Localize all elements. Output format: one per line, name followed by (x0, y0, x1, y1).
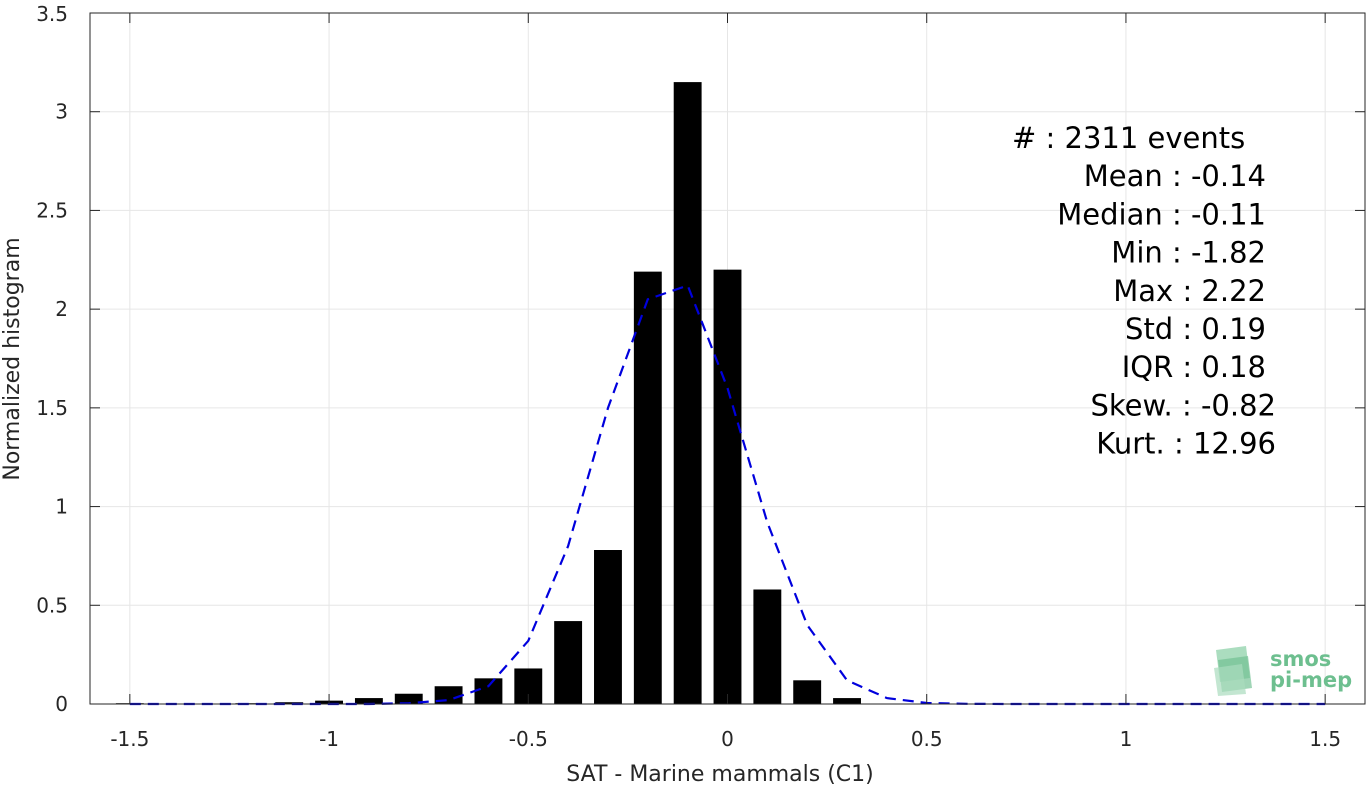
y-tick-label-6: 3 (55, 100, 68, 124)
histogram-bar-7 (394, 693, 423, 704)
histogram-bar-11 (554, 621, 583, 704)
logo-text-smos: smos (1270, 647, 1331, 671)
stats-line-4: Max : 2.22 (1113, 274, 1266, 308)
y-tick-label-2: 1 (55, 495, 68, 519)
stats-line-3: Min : -1.82 (1111, 236, 1266, 270)
y-tick-labels: 0 0.5 1 1.5 2 2.5 3 3.5 (36, 2, 68, 716)
x-axis-label: SAT - Marine mammals (C1) (566, 762, 874, 785)
stats-line-2: Median : -0.11 (1057, 197, 1266, 231)
histogram-bar-12 (594, 550, 622, 704)
y-tick-label-3: 1.5 (36, 396, 68, 420)
x-tick-label-4: 0.5 (911, 727, 943, 751)
x-tick-label-1: -1 (319, 727, 339, 751)
histogram-bar-16 (753, 589, 782, 704)
histogram-bars (115, 82, 861, 705)
histogram-bar-13 (633, 271, 662, 704)
y-tick-label-0: 0 (55, 692, 68, 716)
x-tick-label-2: -0.5 (509, 727, 548, 751)
histogram-bar-14 (673, 82, 702, 705)
histogram-bar-6 (354, 698, 383, 704)
histogram-bar-9 (474, 678, 503, 704)
y-axis-label: Normalized histogram (0, 237, 25, 480)
logo-text-pimep: pi-mep (1270, 668, 1352, 692)
stats-line-1: Mean : -0.14 (1084, 159, 1266, 193)
y-tick-label-5: 2.5 (36, 198, 68, 222)
x-tick-label-0: -1.5 (110, 727, 149, 751)
grid-lines (90, 12, 1365, 705)
logo-layers-icon-3 (1214, 664, 1246, 696)
stats-line-5: Std : 0.19 (1125, 312, 1266, 346)
histogram-bar-4 (275, 702, 304, 704)
axis-ticks (90, 12, 1365, 705)
y-tick-label-4: 2 (55, 297, 68, 321)
x-tick-label-6: 1.5 (1309, 727, 1341, 751)
stats-line-7: Skew. : -0.82 (1090, 388, 1276, 422)
stats-line-8: Kurt. : 12.96 (1096, 427, 1276, 461)
histogram-bar-15 (713, 269, 742, 704)
x-tick-label-3: 0 (721, 727, 734, 751)
statistics-box: # : 2311 events Mean : -0.14 Median : -0.1… (1012, 121, 1276, 461)
y-tick-label-7: 3.5 (36, 2, 68, 26)
y-tick-label-1: 0.5 (36, 593, 68, 617)
stats-line-6: IQR : 0.18 (1122, 350, 1266, 384)
x-tick-labels: -1.5 -1 -0.5 0 0.5 1 1.5 (110, 727, 1341, 751)
histogram-bar-17 (793, 680, 822, 704)
smos-pimep-logo: smos pi-mep (1214, 646, 1352, 696)
histogram-bar-18 (833, 698, 861, 704)
stats-line-0: # : 2311 events (1012, 121, 1245, 155)
x-tick-label-5: 1 (1120, 727, 1133, 751)
